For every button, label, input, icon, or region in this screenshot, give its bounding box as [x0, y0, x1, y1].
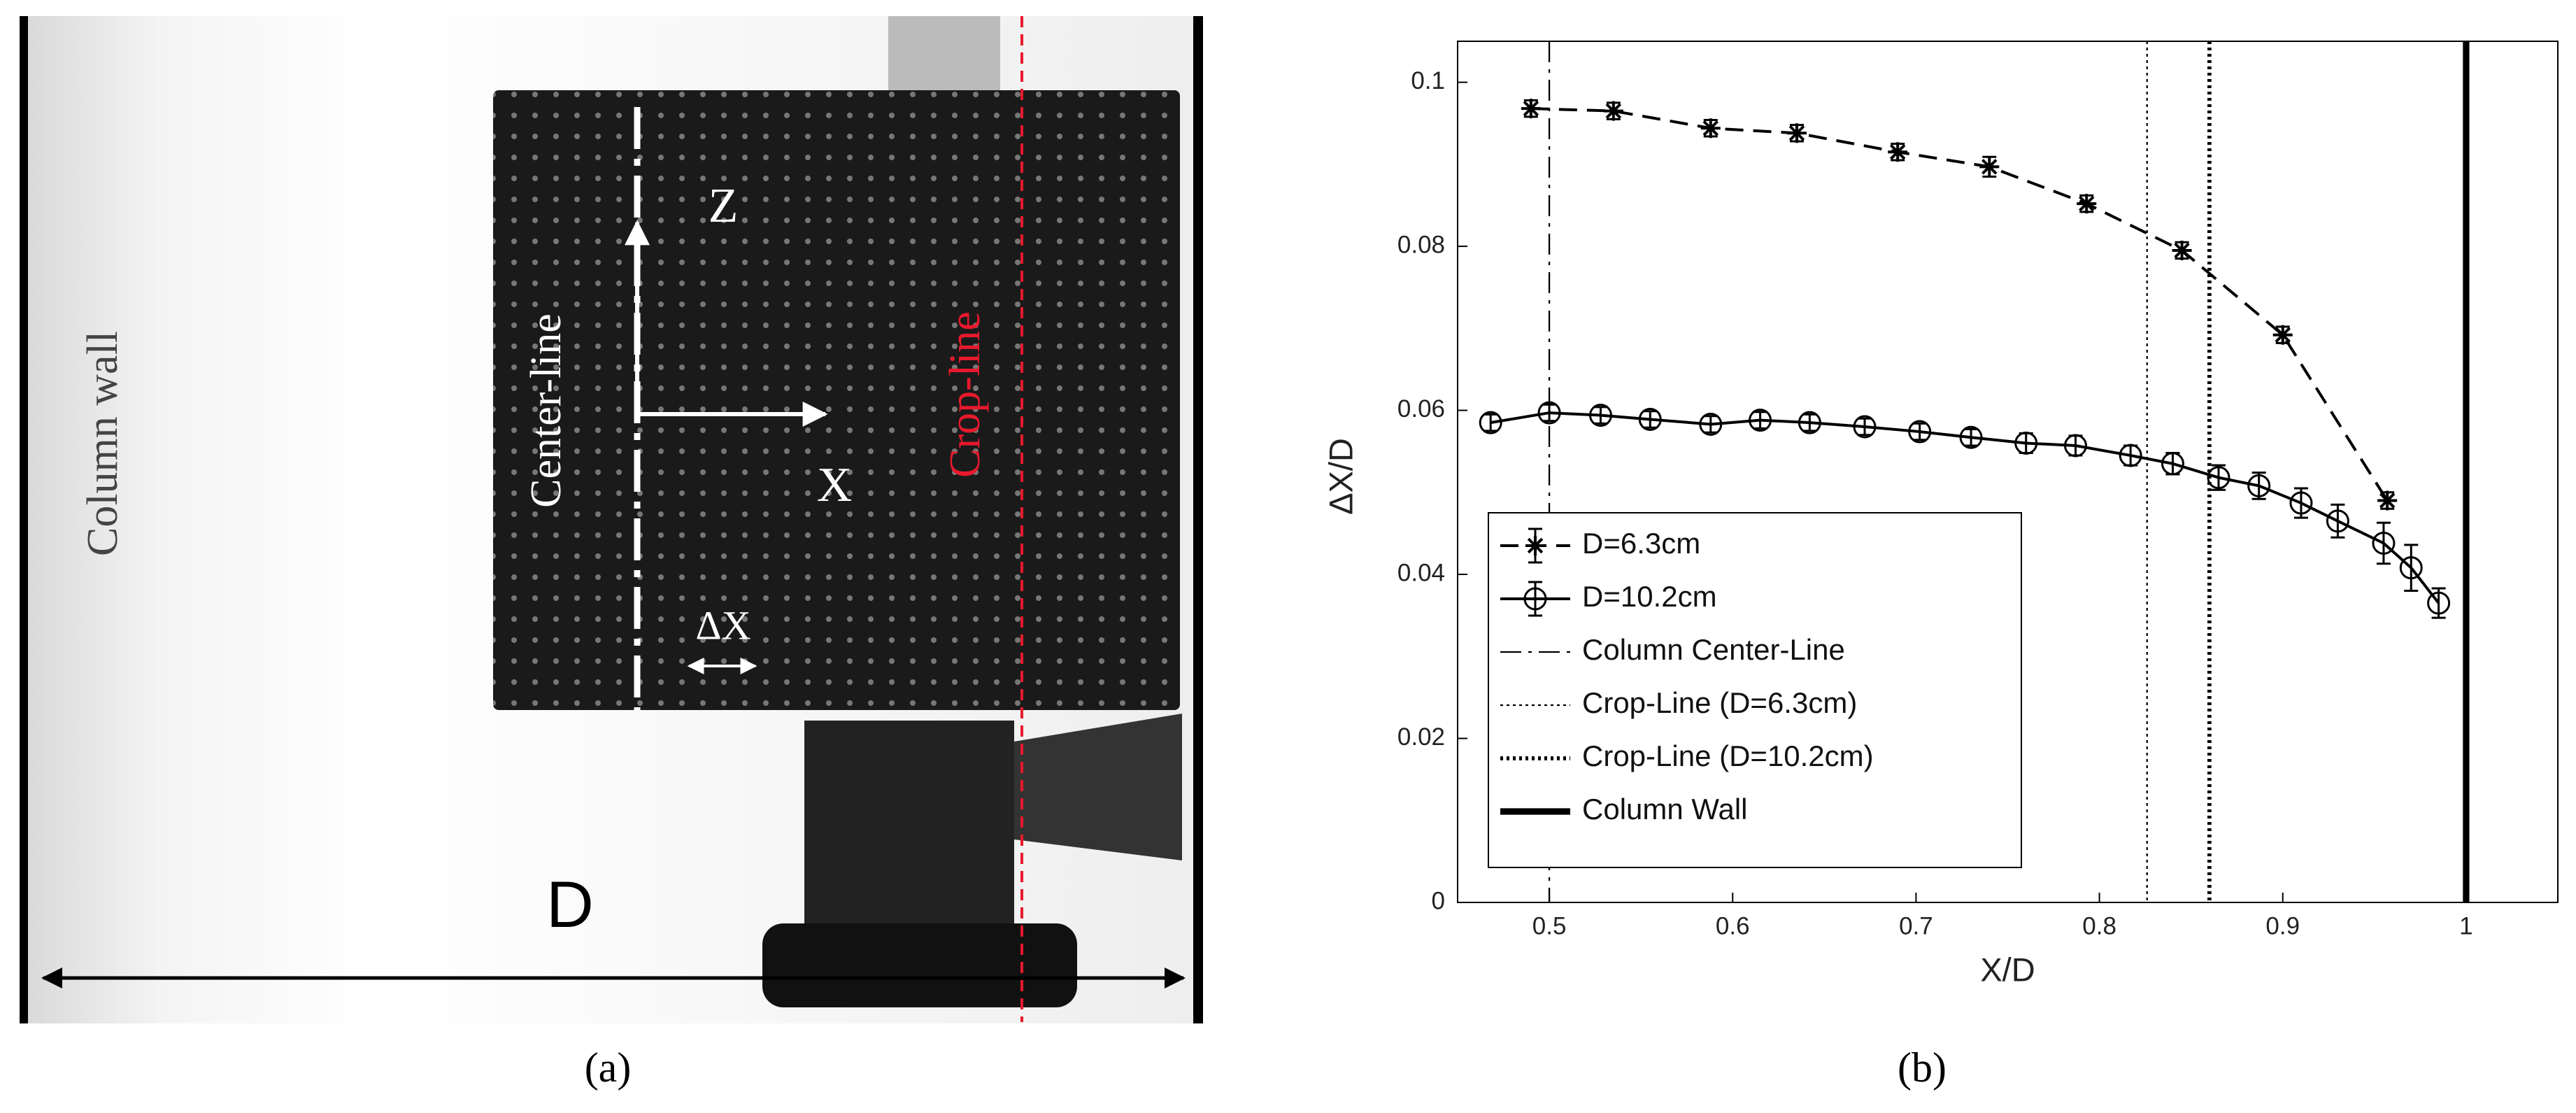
x-tick-label: 0.9	[2265, 912, 2300, 940]
marker	[2326, 509, 2349, 533]
marker	[1603, 101, 1623, 121]
error-bar	[1858, 417, 1872, 437]
marker	[2247, 474, 2271, 497]
marker	[2272, 325, 2293, 345]
legend-label: D=10.2cm	[1582, 580, 1717, 613]
marker	[1521, 99, 1541, 119]
mount	[804, 721, 1014, 951]
marker	[2172, 240, 2192, 260]
x-tick-label: 0.6	[1716, 912, 1750, 940]
marker	[2289, 491, 2313, 515]
center-label: Center-line	[522, 313, 570, 508]
error-bar	[2404, 544, 2419, 592]
marker	[1853, 415, 1877, 439]
error-bar	[1753, 411, 1767, 430]
z-label: Z	[709, 179, 739, 233]
error-bar	[2211, 464, 2226, 491]
x-tick-label: 0.8	[2082, 912, 2116, 940]
error-bar	[2376, 521, 2391, 565]
y-tick-label: 0	[1432, 887, 1445, 914]
error-bar	[1593, 406, 1608, 425]
marker	[2119, 444, 2142, 467]
marker	[1588, 404, 1612, 427]
wall-left	[20, 16, 28, 1023]
error-bar	[1964, 428, 1979, 447]
marker	[2207, 466, 2230, 490]
marker	[2372, 531, 2396, 555]
legend-label: D=6.3cm	[1582, 527, 1700, 560]
marker	[2399, 556, 2423, 580]
marker	[2077, 194, 2097, 214]
y-tick-label: 0.02	[1397, 723, 1445, 751]
x-axis-label: X/D	[1980, 951, 2035, 988]
error-bar	[1542, 403, 1557, 423]
marker	[2427, 591, 2451, 615]
x-tick-label: 0.5	[1532, 912, 1567, 940]
y-tick-label: 0.08	[1397, 231, 1445, 258]
marker	[1700, 118, 1721, 139]
legend-box	[1488, 512, 2022, 868]
marker	[2161, 452, 2184, 476]
dx-label: ΔX	[695, 602, 750, 648]
marker	[2064, 434, 2088, 458]
wall-right	[1193, 16, 1203, 1023]
legend-marker	[1525, 536, 1545, 555]
marker	[1888, 142, 1908, 162]
crop-label: Crop-line	[941, 311, 989, 478]
marker	[1798, 411, 1821, 434]
chart-b: 0.5 0.6 0.7 0.8 0.9 1 0 0.02 0.04 0.06 0.08 0.1 X/D Δ…	[1322, 41, 2559, 1091]
error-bar	[1643, 410, 1658, 429]
legend-label: Column Wall	[1582, 793, 1748, 825]
legend: D=6.3cm D=10.2cm Column Center-Line Crop-Li…	[1488, 512, 2022, 868]
marker	[1749, 409, 1772, 432]
error-bar	[1483, 413, 1498, 432]
caption-a: (a)	[585, 1044, 632, 1091]
error-bar	[1703, 415, 1718, 434]
wall-label: Column wall	[79, 331, 127, 556]
error-bar	[1912, 422, 1927, 441]
x-tick-label: 0.7	[1899, 912, 1933, 940]
caption-b: (b)	[1898, 1044, 1947, 1091]
marker	[2377, 490, 2398, 511]
marker	[1638, 407, 1662, 431]
photo: Column wall Center-line Z X Crop-line ΔX…	[20, 16, 1203, 1023]
rod	[888, 16, 1000, 93]
marker	[1537, 401, 1561, 425]
legend-label: Crop-Line (D=6.3cm)	[1582, 686, 1857, 719]
y-tick-label: 0.1	[1411, 67, 1445, 94]
x-label: X	[817, 458, 853, 512]
error-bar	[2251, 472, 2266, 500]
marker	[1979, 157, 2000, 177]
marker	[1787, 123, 1807, 143]
marker	[1959, 425, 1983, 449]
marker	[1479, 411, 1502, 434]
legend-label: Crop-Line (D=10.2cm)	[1582, 739, 1874, 772]
marker	[1908, 420, 1932, 444]
marker	[1699, 413, 1723, 437]
y-tick-label: 0.06	[1397, 395, 1445, 423]
legend-label: Column Center-Line	[1582, 633, 1845, 666]
legend-marker	[1523, 587, 1547, 611]
y-axis-label: ΔX/D	[1322, 438, 1359, 515]
marker	[2014, 431, 2038, 455]
error-bar	[1802, 413, 1817, 432]
y-tick-label: 0.04	[1397, 559, 1445, 586]
axes-frame	[1457, 41, 2559, 903]
series-line	[1530, 107, 2389, 502]
clamp	[1014, 714, 1182, 860]
d-label: D	[546, 867, 594, 941]
knob	[762, 923, 1077, 1007]
x-tick-label: 1	[2459, 912, 2472, 940]
dot-plate	[493, 90, 1180, 710]
